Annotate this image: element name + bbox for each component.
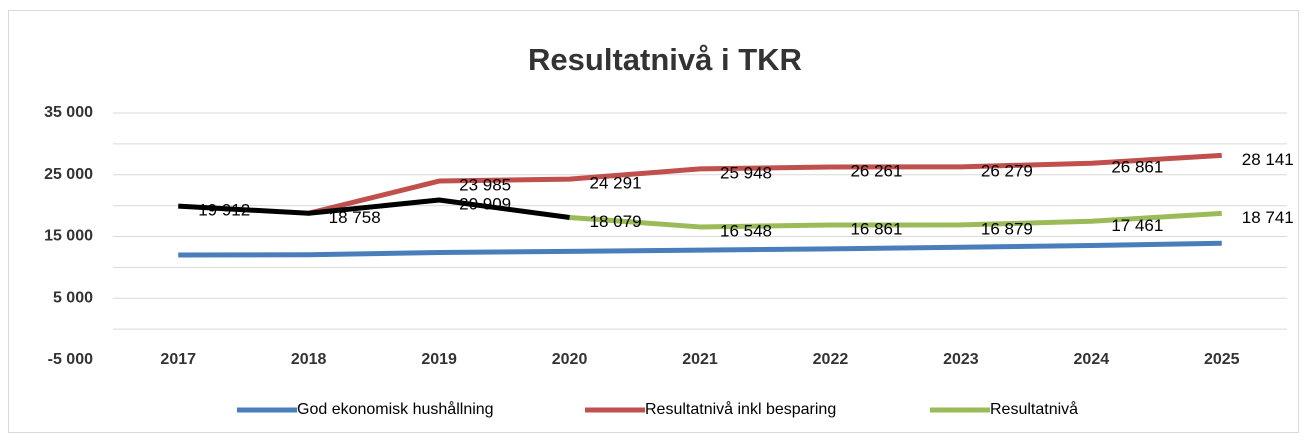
- data-label: 20 909: [459, 194, 511, 213]
- data-label: 17 461: [1111, 216, 1163, 235]
- data-label: 16 548: [720, 221, 772, 240]
- data-label: 16 861: [850, 219, 902, 238]
- data-label: 26 861: [1111, 158, 1163, 177]
- series-line: [308, 152, 1222, 216]
- y-tick-label: 5 000: [53, 289, 93, 306]
- data-label: 24 291: [590, 174, 642, 193]
- data-label: 26 279: [981, 161, 1033, 180]
- x-tick-label: 2023: [943, 351, 979, 368]
- data-label: 19 912: [198, 201, 250, 220]
- x-tick-label: 2020: [552, 351, 588, 368]
- y-tick-label: -5 000: [48, 351, 93, 368]
- series-line: [178, 240, 1222, 258]
- x-tick-label: 2024: [1074, 351, 1110, 368]
- x-tick-label: 2019: [421, 351, 457, 368]
- data-label: 16 879: [981, 219, 1033, 238]
- y-tick-label: 25 000: [44, 166, 93, 183]
- data-label: 18 741: [1242, 208, 1294, 227]
- series-line: [569, 210, 1222, 230]
- series-line: [178, 197, 570, 220]
- y-tick-label: 15 000: [44, 228, 93, 245]
- legend-label: Resultatnivå: [990, 400, 1078, 418]
- x-tick-label: 2021: [682, 351, 718, 368]
- data-label: 28 141: [1242, 150, 1294, 169]
- legend-label: God ekonomisk hushållning: [297, 400, 494, 418]
- x-tick-label: 2022: [813, 351, 849, 368]
- y-tick-label: 35 000: [44, 104, 93, 121]
- data-label: 25 948: [720, 163, 772, 182]
- x-tick-label: 2017: [160, 351, 196, 368]
- x-tick-label: 2025: [1204, 351, 1240, 368]
- chart-title: Resultatnivå i TKR: [528, 42, 802, 77]
- data-label: 23 985: [459, 176, 511, 195]
- data-label: 26 261: [850, 161, 902, 180]
- data-label: 18 079: [590, 212, 642, 231]
- legend-label: Resultatnivå inkl besparing: [645, 400, 836, 418]
- data-label: 18 758: [329, 208, 381, 227]
- x-tick-label: 2018: [291, 351, 327, 368]
